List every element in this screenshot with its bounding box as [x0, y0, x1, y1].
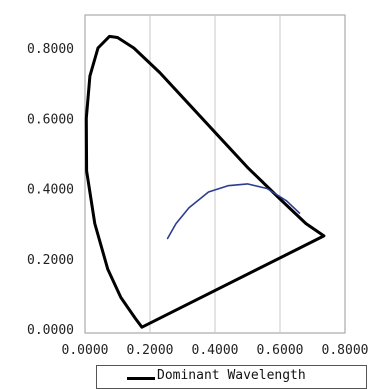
- series-line-blue: [166, 183, 301, 240]
- y-tick-label-1: 0.2000: [27, 253, 74, 268]
- legend-label-dominant-wavelength: Dominant Wavelength: [157, 368, 306, 383]
- x-tick-label-2: 0.4000: [192, 343, 239, 358]
- y-tick-label-2: 0.4000: [27, 183, 74, 198]
- grid-lines: [149, 15, 281, 333]
- legend-swatch-dominant-wavelength: [127, 377, 155, 380]
- x-tick-label-4: 0.8000: [322, 343, 369, 358]
- series-group: [84, 34, 326, 329]
- y-tick-labels: 0.0000 0.2000 0.4000 0.6000 0.8000: [27, 42, 74, 338]
- legend: Dominant Wavelength: [96, 365, 367, 389]
- x-tick-label-3: 0.6000: [257, 343, 304, 358]
- y-tick-label-3: 0.6000: [27, 112, 74, 127]
- y-tick-label-4: 0.8000: [27, 42, 74, 57]
- x-tick-label-1: 0.2000: [127, 343, 174, 358]
- y-tick-label-0: 0.0000: [27, 323, 74, 338]
- x-tick-label-0: 0.0000: [62, 343, 109, 358]
- x-tick-labels: 0.0000 0.2000 0.4000 0.6000 0.8000: [62, 343, 369, 358]
